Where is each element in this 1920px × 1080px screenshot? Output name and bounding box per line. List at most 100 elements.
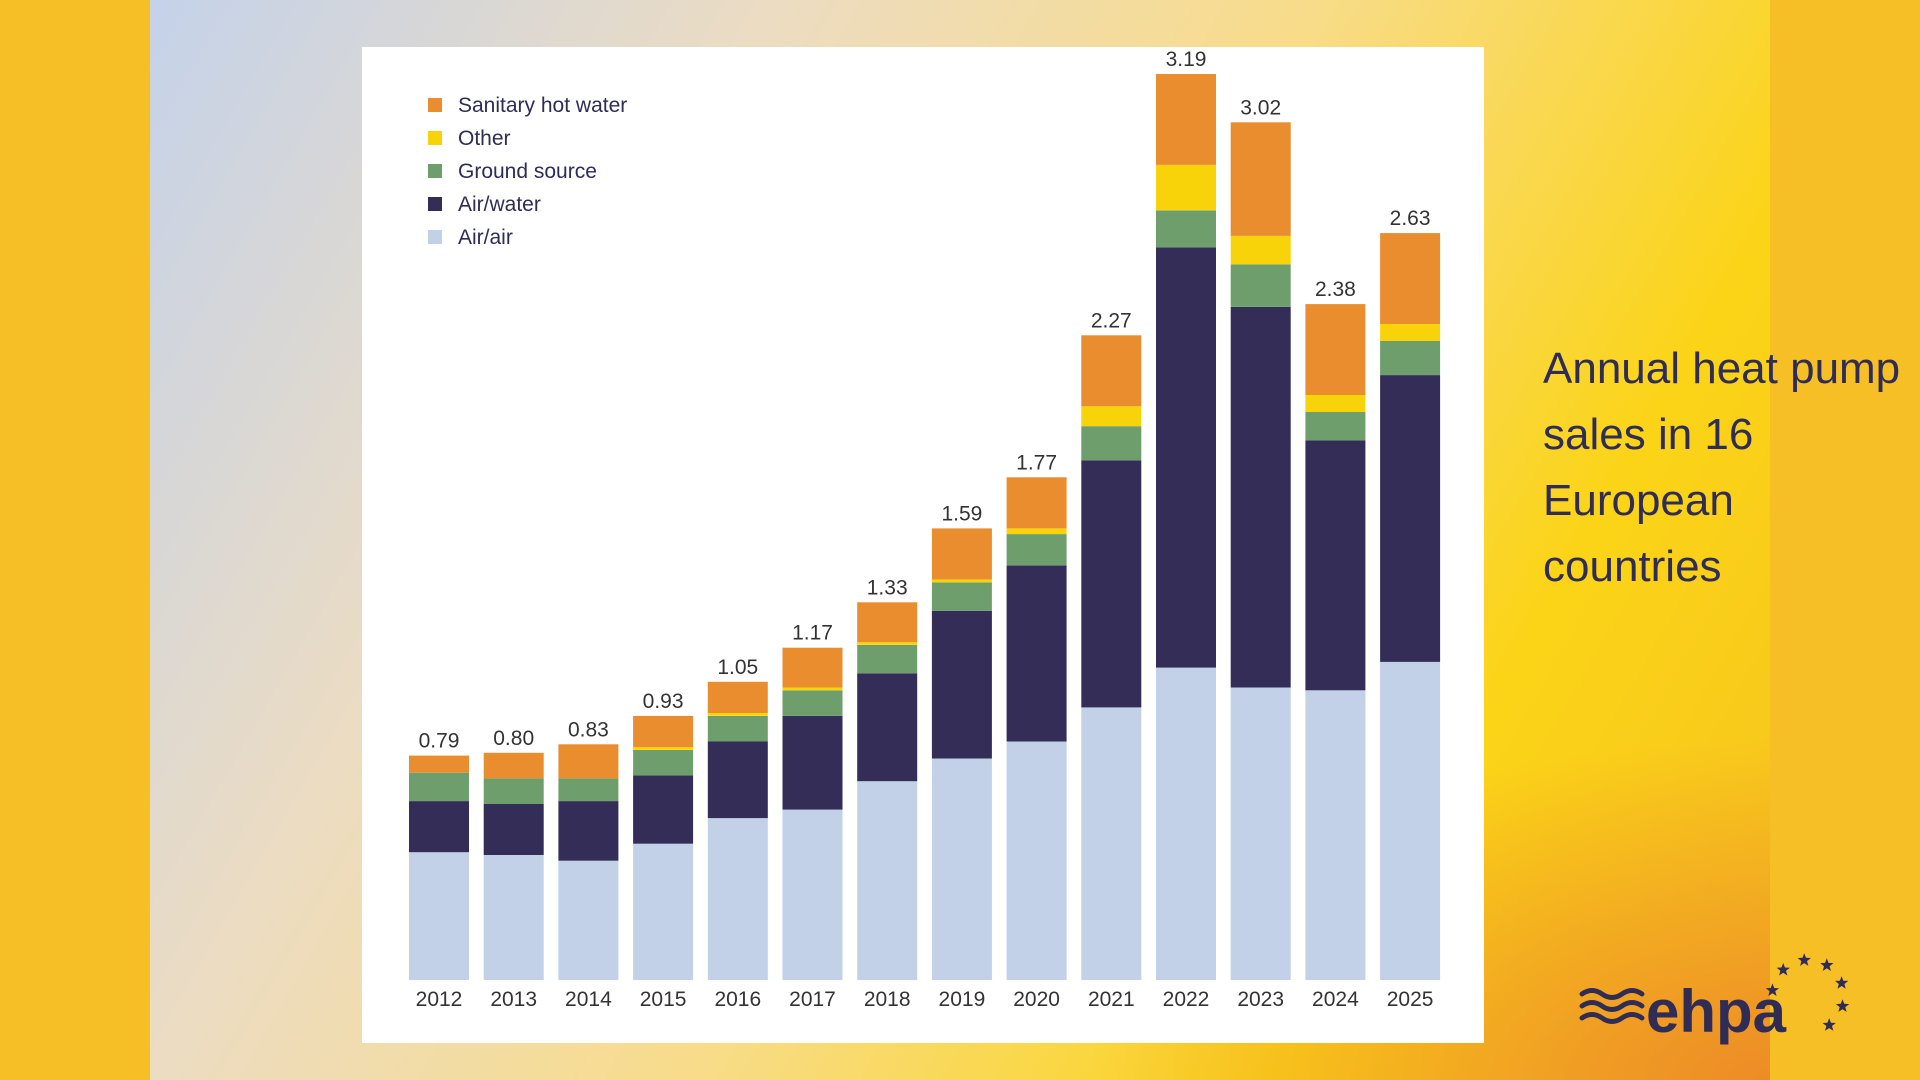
bar-segment-air-air-2019 [931, 758, 992, 980]
total-label-2019: 1.59 [941, 502, 982, 525]
bar-segment-air-air-2025 [1380, 661, 1441, 980]
total-label-2014: 0.83 [568, 718, 609, 741]
bar-segment-ground-source-2025 [1380, 341, 1441, 376]
x-tick-label-2015: 2015 [640, 988, 687, 1011]
x-tick-label-2024: 2024 [1312, 988, 1359, 1011]
bar-segment-air-water-2020 [1006, 565, 1067, 742]
bar-segment-ground-source-2017 [782, 690, 843, 716]
bar-segment-ground-source-2016 [707, 715, 768, 742]
star-icon [1835, 999, 1850, 1012]
bar-segment-air-water-2019 [931, 610, 992, 759]
bar-segment-other-2016 [707, 713, 768, 716]
bar-segment-sanitary-hot-water-2013 [483, 752, 544, 779]
stacked-bar-chart: 0.79 2012 0.80 2013 0.83 2014 0.93 2015 1.05 2016… [409, 48, 1441, 1011]
legend-label-air-air: Air/air [458, 226, 513, 249]
bar-segment-air-water-2015 [633, 775, 694, 844]
headline: Annual heat pump sales in 16 European co… [1543, 344, 1901, 591]
bar-segment-air-water-2012 [409, 801, 469, 853]
bar-segment-sanitary-hot-water-2016 [707, 681, 768, 713]
star-icon [1776, 962, 1790, 976]
bar-segment-air-air-2012 [409, 852, 469, 980]
bar-segment-air-air-2022 [1156, 667, 1216, 980]
bar-segment-ground-source-2021 [1081, 426, 1142, 461]
legend-swatch-other [428, 131, 442, 145]
bar-segment-air-water-2016 [707, 741, 768, 819]
legend-label-sanitary-hot-water: Sanitary hot water [458, 94, 627, 117]
star-icon [1835, 976, 1849, 989]
star-icon [1765, 983, 1780, 996]
bar-segment-sanitary-hot-water-2022 [1156, 74, 1216, 165]
bar-segment-sanitary-hot-water-2014 [558, 744, 619, 779]
bar-segment-other-2020 [1006, 528, 1067, 535]
legend-swatch-air-air [428, 230, 442, 244]
bar-segment-ground-source-2018 [857, 644, 918, 674]
bar-segment-ground-source-2014 [558, 778, 619, 802]
legend-label-air-water: Air/water [458, 193, 541, 216]
eu-stars-icon [1765, 953, 1850, 1031]
waves-icon [1579, 988, 1645, 1024]
bar-segment-air-air-2013 [483, 855, 544, 980]
x-tick-label-2021: 2021 [1088, 988, 1135, 1011]
star-icon [1797, 953, 1811, 966]
legend-swatch-air-water [428, 197, 442, 211]
total-label-2023: 3.02 [1240, 96, 1281, 119]
bar-segment-air-water-2014 [558, 801, 619, 861]
star-icon [1820, 958, 1834, 971]
bar-segment-other-2015 [633, 747, 694, 750]
bar-segment-air-air-2023 [1230, 687, 1291, 980]
total-label-2013: 0.80 [493, 727, 534, 750]
bar-segment-sanitary-hot-water-2015 [633, 715, 694, 748]
chart-card: 0.79 2012 0.80 2013 0.83 2014 0.93 2015 1.05 2016… [362, 47, 1484, 1043]
bar-segment-sanitary-hot-water-2018 [857, 602, 918, 643]
x-tick-label-2022: 2022 [1163, 988, 1210, 1011]
total-label-2020: 1.77 [1016, 451, 1057, 474]
bar-segment-ground-source-2023 [1230, 264, 1291, 307]
x-tick-label-2025: 2025 [1387, 988, 1434, 1011]
bar-segment-air-water-2021 [1081, 460, 1142, 708]
star-icon [1822, 1018, 1836, 1031]
total-label-2024: 2.38 [1315, 278, 1356, 301]
total-label-2017: 1.17 [792, 622, 833, 645]
total-label-2022: 3.19 [1166, 48, 1207, 71]
bar-segment-other-2022 [1156, 164, 1216, 211]
total-label-2012: 0.79 [419, 730, 460, 753]
legend-label-ground-source: Ground source [458, 160, 597, 183]
bar-segment-air-water-2025 [1380, 375, 1441, 662]
bar-segment-ground-source-2012 [409, 772, 469, 802]
bar-segment-air-air-2024 [1305, 690, 1366, 980]
bar-segment-air-air-2021 [1081, 707, 1142, 980]
bar-segment-air-air-2014 [558, 860, 619, 980]
x-tick-label-2023: 2023 [1237, 988, 1284, 1011]
bar-segment-other-2023 [1230, 235, 1291, 265]
bar-segment-air-water-2017 [782, 715, 843, 810]
background-panel: 0.79 2012 0.80 2013 0.83 2014 0.93 2015 1.05 2016… [150, 0, 1900, 1080]
bar-segment-air-water-2018 [857, 673, 918, 782]
bar-segment-sanitary-hot-water-2020 [1006, 477, 1067, 529]
bar-segment-air-air-2020 [1006, 741, 1067, 980]
bar-segment-other-2025 [1380, 324, 1441, 341]
bar-segment-air-air-2017 [782, 809, 843, 980]
bar-segment-other-2017 [782, 687, 843, 691]
bar-segment-ground-source-2020 [1006, 534, 1067, 566]
x-tick-label-2020: 2020 [1013, 988, 1060, 1011]
bar-segment-air-water-2023 [1230, 306, 1291, 688]
bar-segment-sanitary-hot-water-2019 [931, 528, 992, 580]
total-label-2018: 1.33 [867, 576, 908, 599]
x-tick-label-2012: 2012 [416, 988, 463, 1011]
bar-segment-ground-source-2024 [1305, 412, 1366, 441]
legend-swatch-ground-source [428, 164, 442, 178]
x-tick-label-2019: 2019 [939, 988, 986, 1011]
bar-segment-air-air-2018 [857, 781, 918, 980]
total-label-2015: 0.93 [643, 690, 684, 713]
bar-segment-sanitary-hot-water-2017 [782, 647, 843, 688]
bar-segment-ground-source-2015 [633, 750, 694, 776]
x-tick-label-2018: 2018 [864, 988, 911, 1011]
bar-segment-air-air-2016 [707, 818, 768, 980]
x-tick-label-2016: 2016 [714, 988, 761, 1011]
bar-segment-other-2018 [857, 642, 918, 645]
logo-text: ehpa [1646, 978, 1787, 1045]
bar-segment-other-2024 [1305, 395, 1366, 412]
bar-segment-other-2019 [931, 579, 992, 583]
total-label-2021: 2.27 [1091, 309, 1132, 332]
bar-segment-sanitary-hot-water-2025 [1380, 233, 1441, 324]
